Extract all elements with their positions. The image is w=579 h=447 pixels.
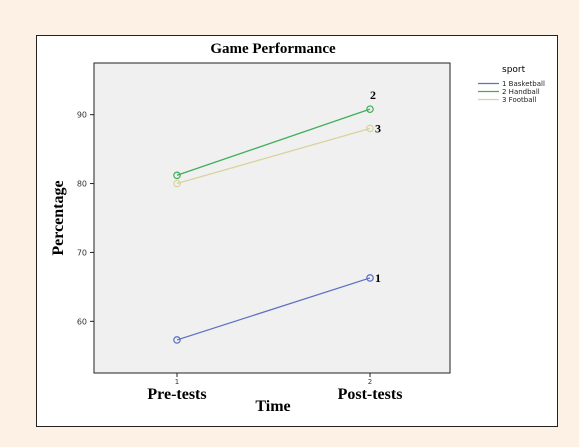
series-line-1 [176, 277, 371, 341]
x-tick-code-1: 1 [175, 378, 179, 386]
series-1-point-2 [366, 274, 374, 282]
y-axis-label: Percentage [50, 180, 67, 255]
x-tick-label-1: Pre-tests [147, 386, 206, 403]
y-tick-label-70: 70 [77, 248, 87, 257]
series-line-2 [176, 108, 371, 176]
series-end-label-3: 3 [375, 121, 381, 135]
series-end-label-1: 1 [375, 271, 381, 285]
plot-area [93, 62, 451, 374]
series-end-label-2: 2 [370, 88, 376, 102]
series-1-point-1 [173, 336, 181, 344]
y-axis: 60 70 80 90 [77, 111, 94, 326]
x-tick-label-2: Post-tests [338, 386, 403, 403]
series-3-point-1 [173, 179, 181, 188]
series-2-point-1 [173, 171, 181, 180]
chart-title: Game Performance [210, 41, 336, 57]
series-3-point-2 [366, 124, 374, 133]
y-tick-label-80: 80 [77, 180, 87, 189]
x-tick-code-2: 2 [368, 378, 372, 386]
y-tick-label-60: 60 [77, 317, 87, 326]
series-2-point-2 [366, 105, 374, 113]
legend-entry-1: 1 Basketball [502, 80, 545, 88]
x-axis-label: Time [255, 398, 290, 415]
legend-entry-3: 3 Football [502, 96, 536, 104]
legend-title: sport [502, 65, 526, 75]
y-tick-label-90: 90 [77, 111, 87, 120]
series-line-3 [176, 127, 371, 185]
series-layer: 3 2 1 [173, 88, 381, 344]
legend-entry-2: 2 Handball [502, 88, 540, 96]
chart-frame: Game Performance 60 70 80 90 1 Pre-tests 2 Pos… [36, 35, 558, 427]
